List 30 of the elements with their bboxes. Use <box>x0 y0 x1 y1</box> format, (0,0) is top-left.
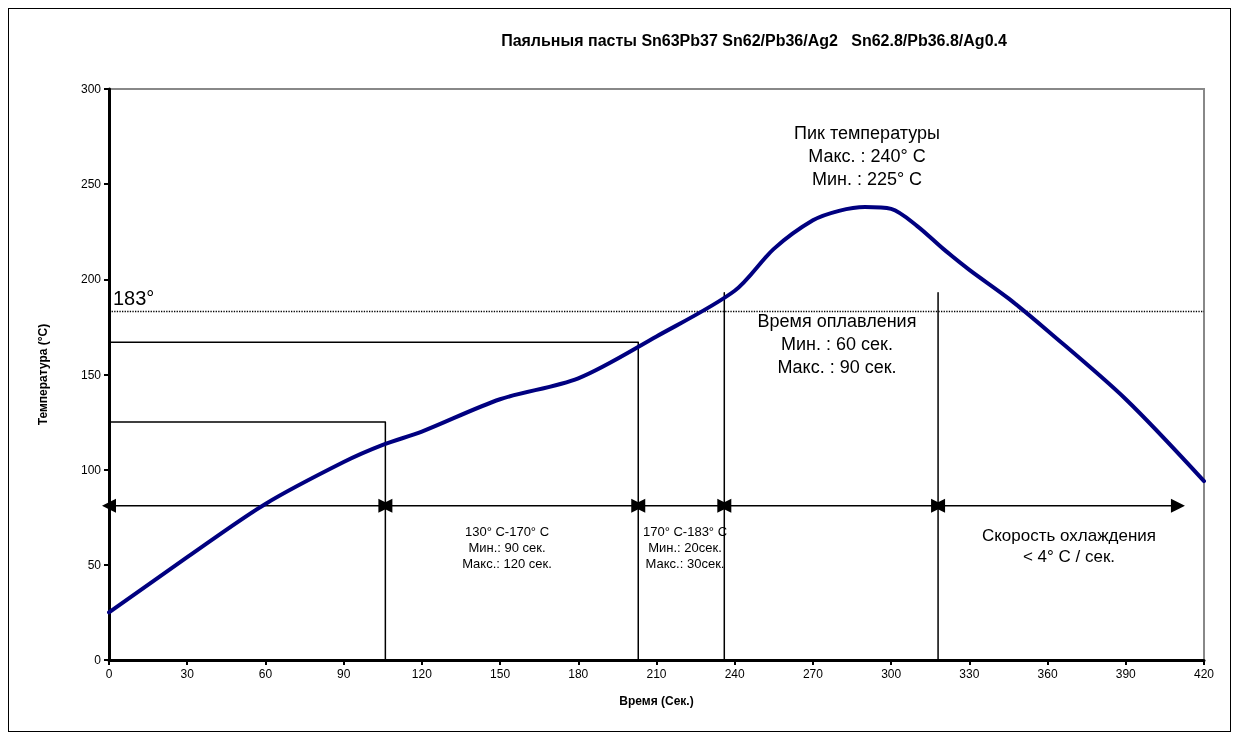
x-tick-label: 30 <box>180 667 195 681</box>
x-tick-label: 90 <box>336 667 351 681</box>
y-tick-label: 0 <box>94 653 102 667</box>
y-tick-label: 300 <box>80 82 102 96</box>
x-tick-label: 210 <box>646 667 667 681</box>
y-tick-label: 100 <box>80 462 102 477</box>
x-tick-label: 150 <box>490 667 511 681</box>
y-axis-title: Температура (°C) <box>36 323 50 426</box>
y-tick-label: 150 <box>80 367 102 382</box>
y-tick-label: 200 <box>80 272 102 287</box>
x-tick-label: 360 <box>1037 667 1058 681</box>
annotation: Время оплавления Мин. : 60 сек. Макс. : 90 сек. <box>757 310 917 377</box>
x-tick-label: 390 <box>1115 667 1137 681</box>
x-tick-label: 330 <box>959 667 980 681</box>
x-tick-label: 270 <box>802 667 824 681</box>
annotation: Скорость охлаждения < 4° C / сек. <box>981 526 1157 566</box>
x-tick-label: 180 <box>568 667 589 681</box>
x-tick-label: 240 <box>724 667 746 681</box>
y-tick-label: 50 <box>87 557 102 572</box>
x-tick-label: 120 <box>411 667 433 681</box>
ref-line-label: 183° <box>113 286 155 309</box>
x-tick-label: 0 <box>105 667 113 681</box>
annotation: 130° C-170° C Мин.: 90 сек. Макс.: 120 сек. <box>462 523 552 571</box>
x-tick-label: 60 <box>258 667 273 681</box>
x-tick-label: 300 <box>881 667 902 681</box>
chart-title: Паяльныя пасты Sn63Pb37 Sn62/Pb36/Ag2 Sn62.8/Pb36.8/Ag0.4 <box>501 31 1007 49</box>
x-tick-label: 420 <box>1193 667 1215 681</box>
y-tick-label: 250 <box>80 177 102 192</box>
annotation: Пик температуры Макс. : 240° C Мин. : 225° C <box>794 122 940 189</box>
x-axis-title: Время (Сек.) <box>619 694 694 708</box>
